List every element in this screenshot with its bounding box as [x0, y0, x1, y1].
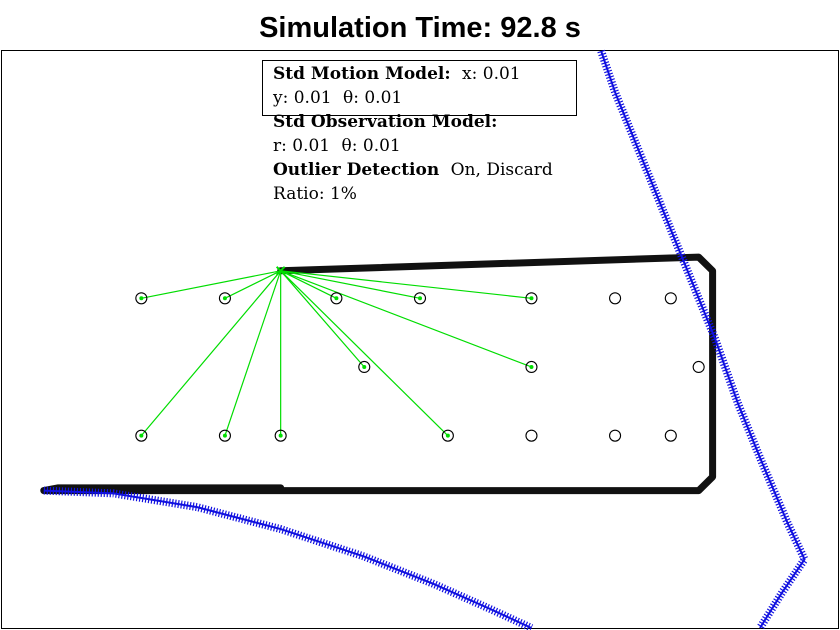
landmark-8: [525, 360, 538, 374]
landmark-hit-12: [278, 433, 283, 438]
landmark-16: [664, 429, 677, 442]
landmark-11: [218, 429, 231, 442]
landmark-hit-1: [222, 296, 227, 301]
landmark-0: [135, 292, 148, 305]
true-trajectory: [43, 49, 809, 630]
observation-line-1: [224, 270, 281, 299]
landmark-15: [609, 429, 622, 442]
info-box: Std Motion Model: x: 0.01 y: 0.01 θ: 0.0…: [272, 64, 553, 204]
landmark-10: [135, 429, 148, 442]
motion-x: x: 0.01: [462, 64, 521, 84]
landmark-9: [692, 360, 705, 374]
observation-line-11: [224, 270, 282, 436]
landmark-14: [525, 429, 538, 442]
motion-y: y: 0.01: [272, 88, 332, 108]
landmark-hit-2: [334, 296, 339, 301]
landmark-hit-0: [139, 296, 144, 301]
motion-theta: θ: 0.01: [343, 88, 402, 108]
svg-text:y: 0.01 θ: 0.01: y: 0.01 θ: 0.01: [272, 88, 402, 108]
motion-model-label: Std Motion Model:: [273, 64, 451, 84]
trajectory-line-1: [43, 489, 532, 629]
landmark-hit-8: [529, 364, 534, 369]
landmark-3: [413, 292, 427, 305]
observation-line-13: [280, 270, 449, 437]
outlier-detection-state: On, Discard: [451, 160, 553, 180]
observation-model-label: Std Observation Model:: [273, 112, 497, 132]
landmark-4: [525, 292, 538, 305]
landmark-6: [664, 292, 677, 305]
landmark-12: [274, 429, 287, 442]
observation-line-10: [140, 270, 282, 437]
landmark-hit-7: [362, 364, 367, 369]
trajectory-line-0: [600, 50, 806, 629]
observation-theta: θ: 0.01: [342, 136, 401, 156]
landmarks: [135, 292, 705, 442]
observation-line-7: [280, 270, 365, 368]
svg-text:Outlier Detection On, Di: Outlier Detection On, Discard: [273, 160, 553, 180]
observation-line-3: [280, 270, 421, 299]
svg-text:Std Motion Model: x: 0.0: Std Motion Model: x: 0.01: [273, 64, 521, 84]
svg-text:r: 0.01 θ: 0.01: r: 0.01 θ: 0.01: [273, 136, 401, 156]
landmark-hit-3: [418, 296, 422, 301]
plot-area: [1, 50, 839, 629]
info-box-frame: [262, 60, 577, 116]
observation-line-8: [280, 270, 532, 368]
estimated-path-line: [40, 253, 717, 495]
observation-line-0: [141, 270, 281, 299]
landmark-hit-4: [529, 296, 534, 301]
observation-line-4: [280, 270, 532, 299]
landmark-hit-13: [445, 433, 450, 438]
landmark-hit-11: [222, 433, 227, 438]
landmark-2: [330, 292, 343, 305]
landmark-5: [609, 292, 622, 305]
landmark-7: [358, 360, 371, 374]
landmark-13: [441, 429, 454, 442]
outlier-detection-label: Outlier Detection: [273, 160, 439, 180]
landmark-1: [218, 292, 231, 305]
landmark-hit-10: [139, 433, 144, 438]
observation-lines: [140, 270, 532, 437]
robot-marker: [275, 266, 286, 276]
estimated-path: [40, 253, 717, 495]
outlier-ratio: Ratio: 1%: [273, 184, 357, 204]
robot-pose: [275, 266, 286, 276]
observation-line-2: [280, 270, 337, 299]
observation-r: r: 0.01: [273, 136, 330, 156]
chart-title: Simulation Time: 92.8 s: [259, 12, 581, 44]
